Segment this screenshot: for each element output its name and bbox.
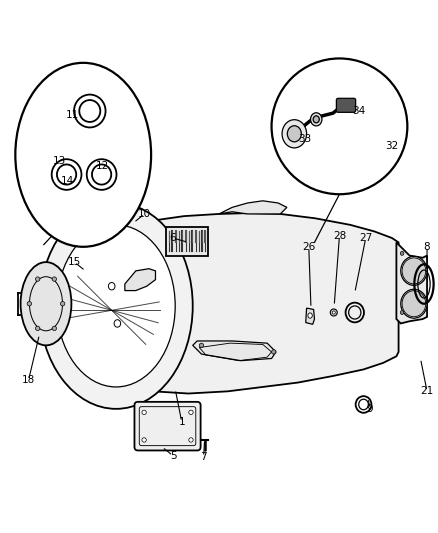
Ellipse shape xyxy=(308,313,312,318)
FancyBboxPatch shape xyxy=(166,227,208,255)
Text: 27: 27 xyxy=(359,233,372,243)
Ellipse shape xyxy=(15,63,151,247)
Text: 13: 13 xyxy=(53,156,66,166)
Ellipse shape xyxy=(330,309,337,316)
Ellipse shape xyxy=(199,343,204,348)
FancyBboxPatch shape xyxy=(336,98,356,112)
Ellipse shape xyxy=(189,410,193,415)
Polygon shape xyxy=(193,341,276,361)
Ellipse shape xyxy=(400,311,404,314)
Ellipse shape xyxy=(39,203,193,409)
Polygon shape xyxy=(112,213,399,393)
Ellipse shape xyxy=(402,290,426,317)
Text: 33: 33 xyxy=(298,134,311,144)
Text: 8: 8 xyxy=(424,242,431,252)
Text: 7: 7 xyxy=(200,452,207,462)
Polygon shape xyxy=(396,243,427,324)
Ellipse shape xyxy=(35,277,40,281)
Polygon shape xyxy=(219,201,287,214)
Ellipse shape xyxy=(52,277,57,281)
Ellipse shape xyxy=(282,120,307,148)
Ellipse shape xyxy=(401,289,427,318)
Polygon shape xyxy=(306,308,314,324)
Text: 12: 12 xyxy=(96,161,110,171)
Ellipse shape xyxy=(311,113,322,126)
Ellipse shape xyxy=(27,302,32,306)
Text: 14: 14 xyxy=(61,176,74,186)
Text: 34: 34 xyxy=(353,106,366,116)
Text: 5: 5 xyxy=(170,451,177,461)
Text: 15: 15 xyxy=(68,257,81,267)
Text: 21: 21 xyxy=(420,386,434,397)
Ellipse shape xyxy=(401,256,427,285)
Text: 6: 6 xyxy=(170,233,177,243)
Text: 26: 26 xyxy=(302,242,315,252)
Ellipse shape xyxy=(332,311,336,314)
Text: 11: 11 xyxy=(66,110,79,120)
Ellipse shape xyxy=(57,225,175,387)
Polygon shape xyxy=(125,269,155,290)
Ellipse shape xyxy=(272,350,276,354)
Text: 18: 18 xyxy=(22,375,35,385)
Ellipse shape xyxy=(313,116,319,123)
Ellipse shape xyxy=(287,126,301,142)
Ellipse shape xyxy=(400,252,404,255)
Ellipse shape xyxy=(21,262,71,345)
FancyBboxPatch shape xyxy=(134,402,201,450)
Text: 32: 32 xyxy=(385,141,399,151)
Ellipse shape xyxy=(60,302,65,306)
Text: 1: 1 xyxy=(178,417,185,427)
Text: 10: 10 xyxy=(138,209,151,219)
Ellipse shape xyxy=(402,258,426,284)
Ellipse shape xyxy=(35,326,40,330)
Ellipse shape xyxy=(142,410,146,415)
Ellipse shape xyxy=(142,438,146,442)
Ellipse shape xyxy=(189,438,193,442)
Ellipse shape xyxy=(52,326,57,330)
Text: 28: 28 xyxy=(333,231,346,241)
Ellipse shape xyxy=(272,59,407,194)
Text: 9: 9 xyxy=(367,404,374,414)
